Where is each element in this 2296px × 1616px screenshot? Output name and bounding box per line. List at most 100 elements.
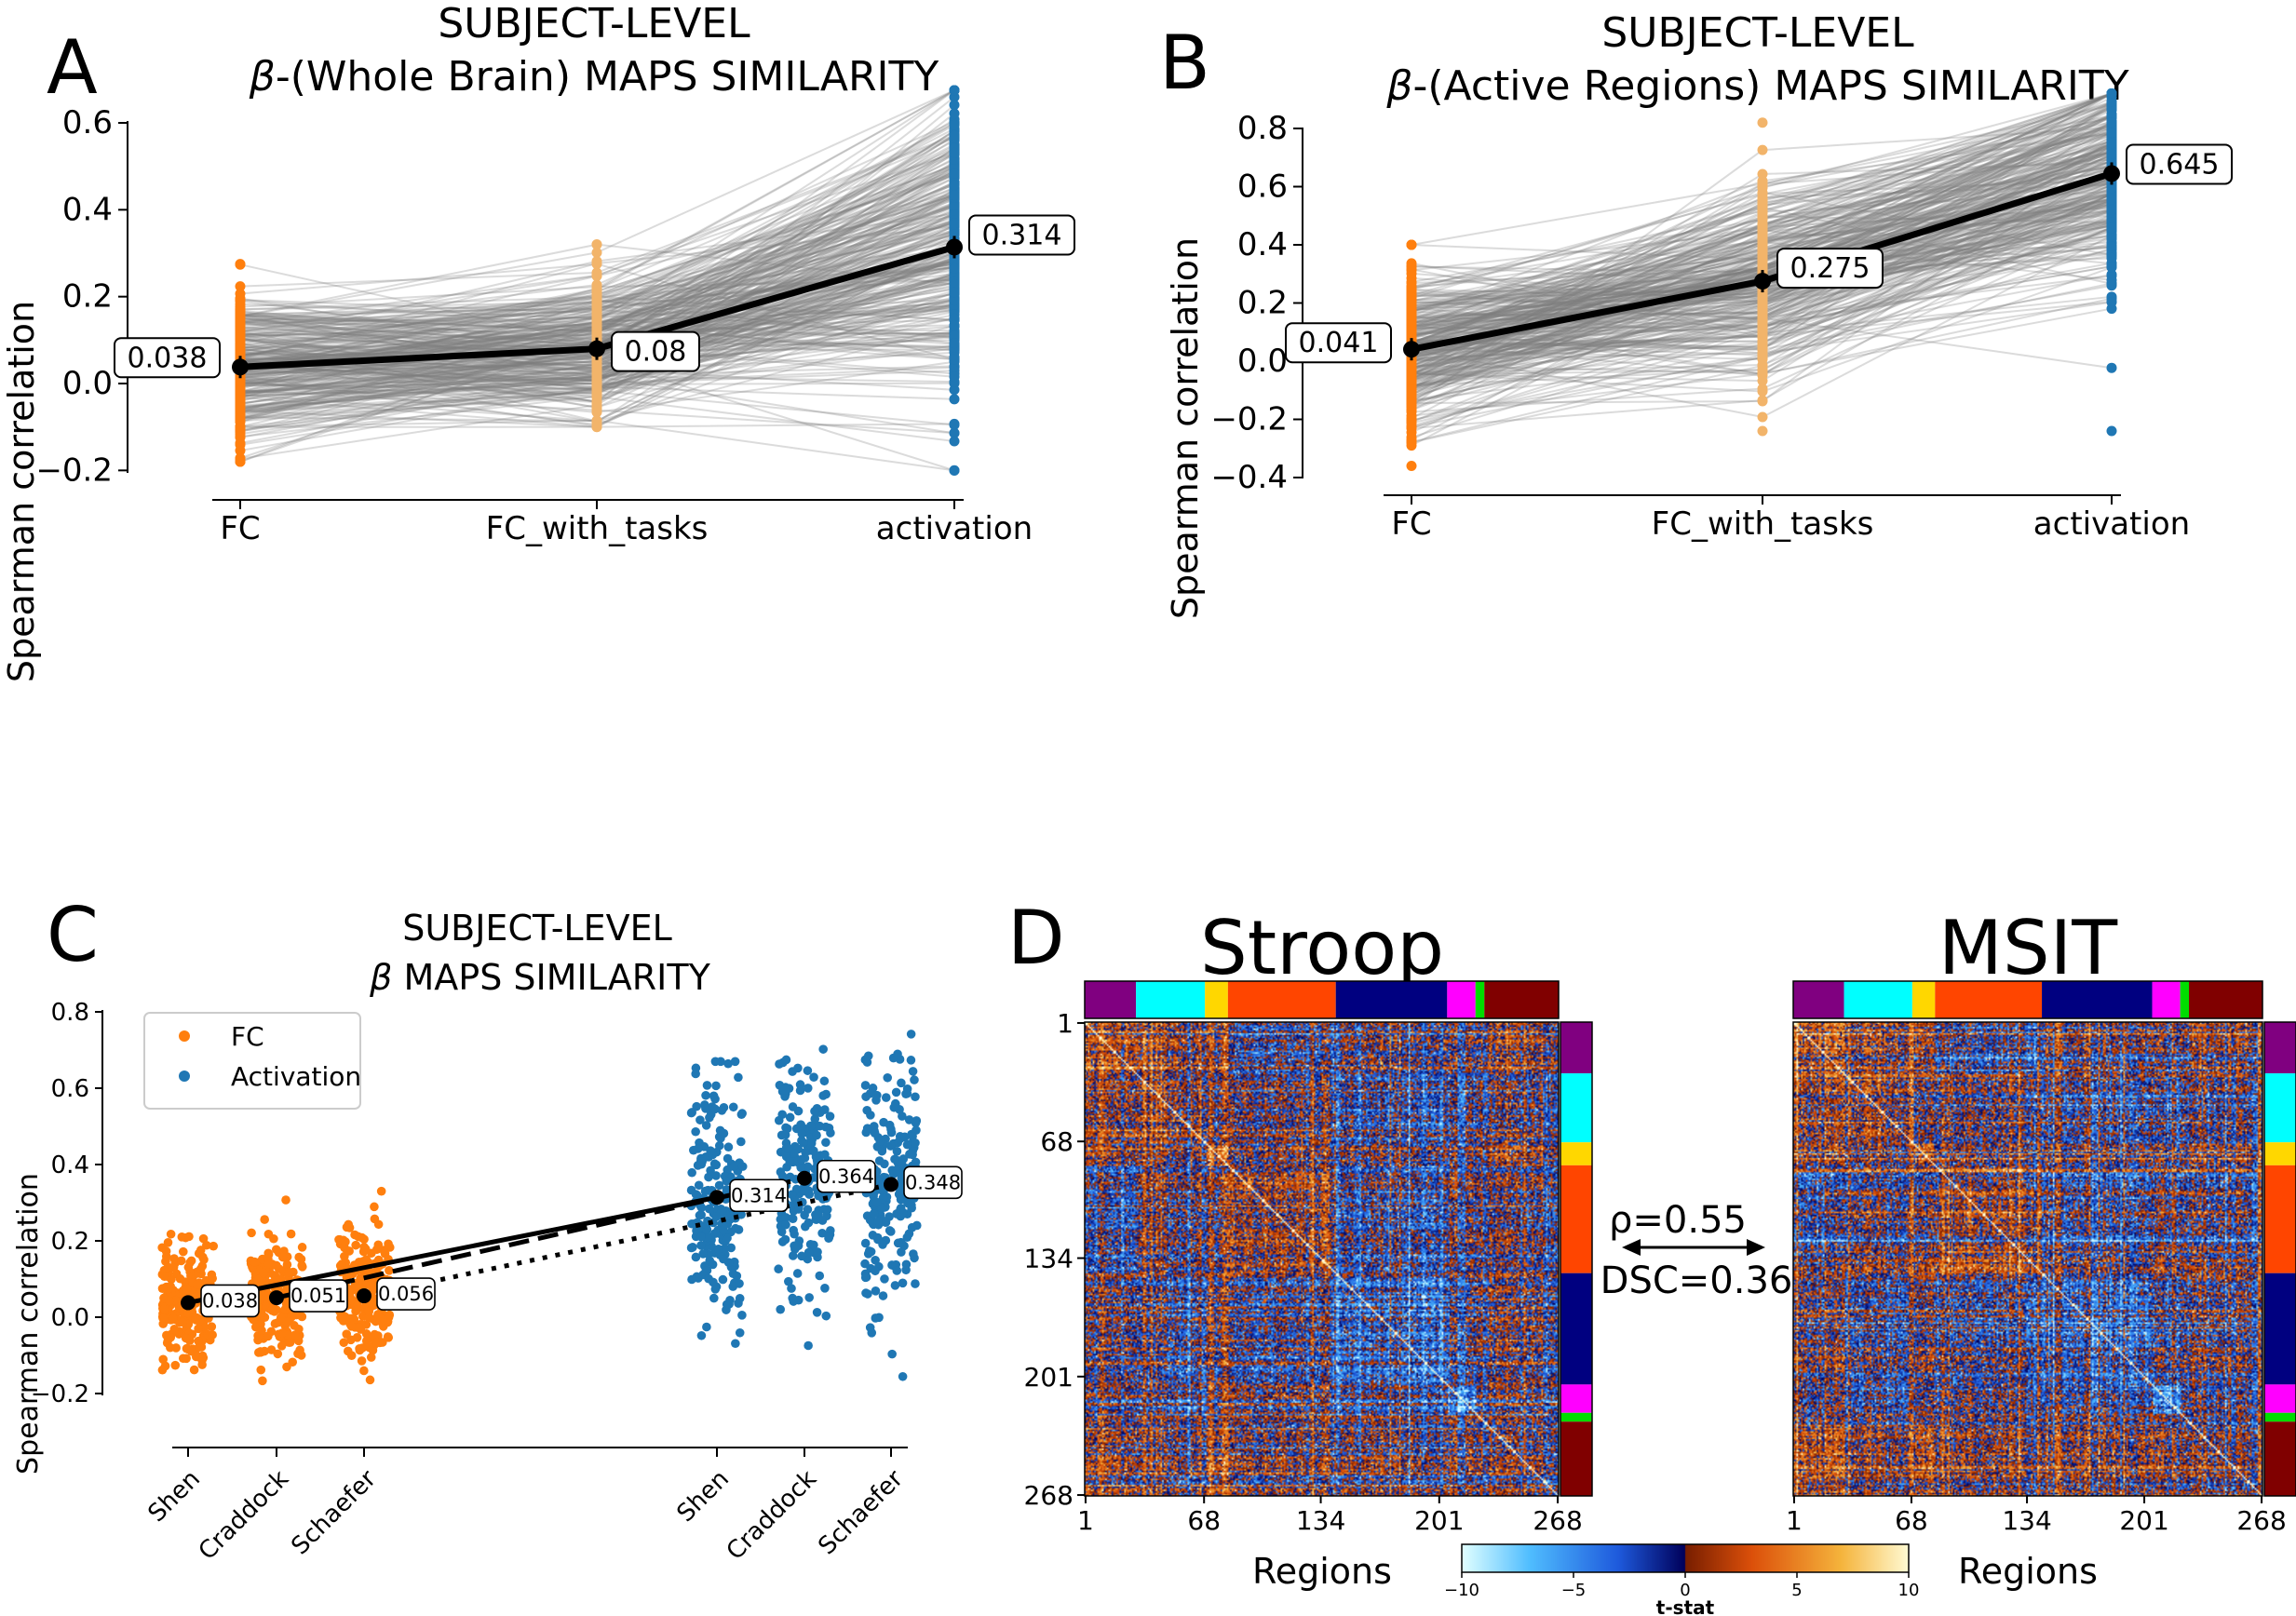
activation-point: [880, 1274, 889, 1284]
activation-point: [874, 1156, 885, 1165]
fc-point: [384, 1239, 393, 1249]
y-tick-label: 0.4: [51, 1151, 89, 1179]
activation-point: [686, 1108, 696, 1118]
activation-point: [723, 1142, 734, 1152]
mean-marker: [797, 1170, 812, 1186]
fc-point: [282, 1259, 292, 1270]
activation-point: [781, 1219, 790, 1230]
activation-point: [787, 1190, 797, 1200]
activation-point: [701, 1121, 711, 1130]
mean-marker: [181, 1295, 196, 1311]
activation-point: [825, 1111, 835, 1121]
network-strip-top: [2042, 981, 2153, 1018]
fc-point: [170, 1360, 181, 1370]
subject-point: [1406, 437, 1417, 448]
activation-point: [891, 1087, 901, 1098]
network-strip-top: [1136, 981, 1206, 1018]
activation-point: [780, 1084, 790, 1095]
network-strip-side: [2264, 1384, 2296, 1413]
mean-marker: [1403, 341, 1420, 358]
activation-point: [797, 1154, 806, 1165]
subject-point: [949, 229, 960, 240]
activation-point: [795, 1085, 805, 1096]
fc-point: [157, 1365, 168, 1375]
x-tick-label: 134: [2002, 1505, 2051, 1536]
y-tick-label: 134: [1024, 1244, 1074, 1274]
fc-point: [364, 1307, 374, 1316]
subject-point: [2106, 262, 2117, 273]
fc-point: [339, 1338, 349, 1348]
atlas-mean-line: [187, 1194, 718, 1305]
fc-point: [349, 1314, 359, 1324]
fc-point: [259, 1268, 268, 1278]
x-tick-label: 134: [1296, 1505, 1345, 1536]
heatmap-frame: [1084, 1021, 1560, 1497]
fc-point: [346, 1295, 356, 1305]
panel-b-title-line2: β-(Active Regions) MAPS SIMILARITY: [1385, 62, 2128, 110]
extreme-point: [591, 422, 602, 433]
extreme-point: [949, 85, 960, 96]
y-tick-label: 0.2: [1237, 285, 1288, 322]
subject-point: [1757, 336, 1768, 347]
subject-point: [1757, 299, 1768, 310]
activation-point: [818, 1044, 828, 1054]
activation-point: [696, 1330, 707, 1340]
activation-point: [686, 1185, 696, 1195]
panel-a-chart: A SUBJECT-LEVEL β-(Whole Brain) MAPS SIM…: [1, 0, 1075, 682]
subject-point: [2106, 138, 2117, 149]
legend-activation-label: Activation: [231, 1061, 361, 1092]
fc-point: [198, 1233, 209, 1244]
dsc-annotation: DSC=0.36: [1600, 1259, 1793, 1302]
subject-point: [1406, 277, 1417, 289]
fc-point: [266, 1345, 277, 1354]
activation-point: [860, 1238, 871, 1248]
network-strip-side: [2264, 1022, 2296, 1074]
fc-point: [277, 1341, 287, 1351]
fc-point: [285, 1338, 295, 1347]
subject-point: [949, 287, 960, 298]
activation-point: [687, 1167, 696, 1178]
activation-point: [704, 1204, 714, 1214]
mean-label: 0.051: [290, 1285, 346, 1307]
panel-a-title-beta: β: [249, 53, 276, 101]
activation-point: [885, 1141, 896, 1151]
activation-point: [870, 1128, 880, 1138]
network-strip-top: [1475, 981, 1485, 1018]
activation-point: [800, 1186, 810, 1196]
fc-point: [383, 1332, 393, 1341]
activation-point: [691, 1252, 701, 1262]
fc-point: [297, 1262, 307, 1272]
fc-point: [179, 1246, 188, 1257]
activation-point: [689, 1145, 698, 1155]
activation-point: [893, 1049, 902, 1059]
network-strip-side: [2264, 1273, 2296, 1385]
activation-point: [900, 1132, 910, 1142]
fc-point: [297, 1243, 307, 1252]
activation-point: [735, 1279, 744, 1288]
fc-point: [364, 1342, 374, 1353]
activation-point: [809, 1072, 818, 1082]
legend-fc-label: FC: [231, 1021, 264, 1052]
activation-point: [817, 1228, 827, 1238]
fc-point: [198, 1353, 209, 1363]
activation-point: [871, 1255, 880, 1265]
y-tick-label: 0.8: [51, 999, 89, 1027]
activation-point: [822, 1205, 832, 1215]
activation-point: [803, 1084, 813, 1093]
fc-point: [295, 1345, 304, 1355]
y-tick-label: 0.6: [1237, 168, 1288, 206]
network-strip-side: [1560, 1421, 1592, 1496]
x-tick-label: 268: [2236, 1505, 2286, 1536]
extreme-point: [1757, 117, 1768, 128]
heatmap-frame: [1792, 1021, 2263, 1497]
extreme-point: [1406, 239, 1417, 250]
atlas-mean-line: [363, 1181, 892, 1299]
subject-point: [949, 427, 960, 438]
activation-point: [866, 1246, 876, 1257]
fc-point: [185, 1258, 195, 1268]
mean-label-box: [611, 330, 700, 372]
activation-point: [813, 1247, 822, 1257]
fc-point: [184, 1232, 194, 1242]
subject-point: [949, 278, 960, 290]
activation-point: [911, 1092, 920, 1102]
